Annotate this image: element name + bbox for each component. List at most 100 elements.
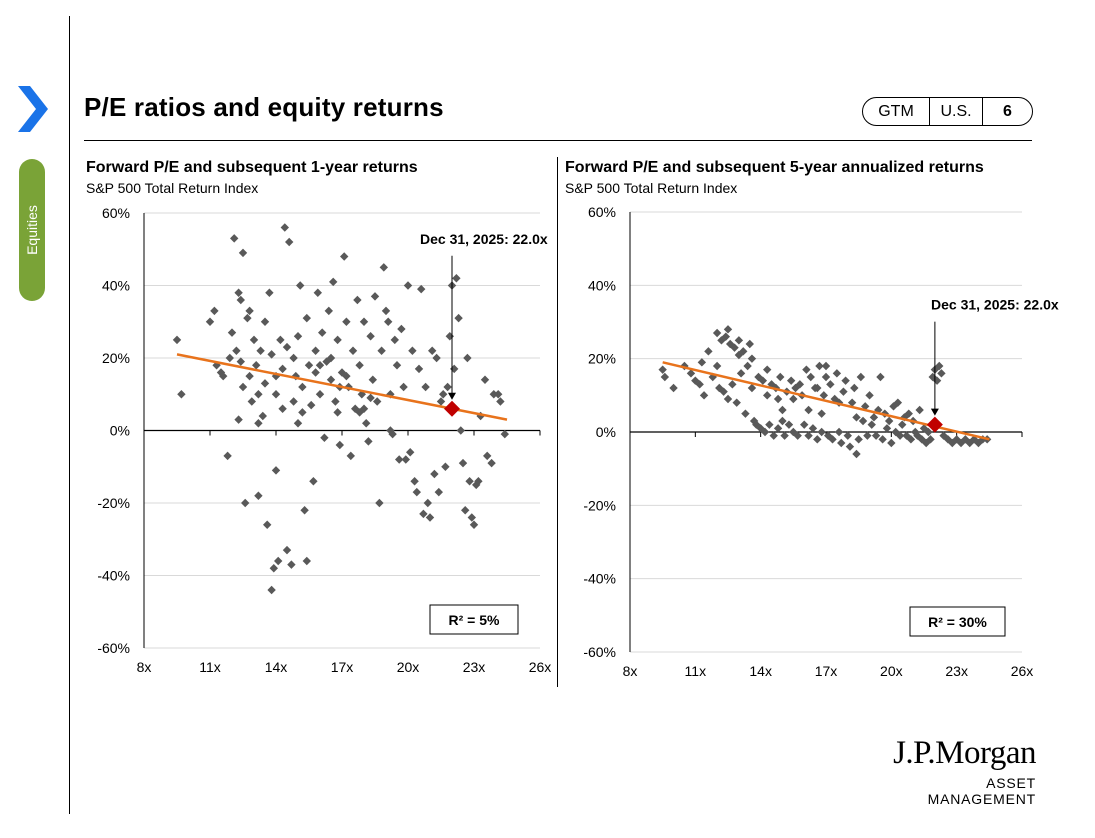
data-point [260, 379, 270, 388]
y-tick-label: 20% [588, 351, 616, 367]
data-point [719, 387, 728, 396]
page-title: P/E ratios and equity returns [84, 92, 444, 122]
r-squared-label: R² = 30% [928, 614, 987, 630]
data-point [778, 405, 787, 415]
data-point [245, 306, 254, 316]
data-point [780, 431, 789, 440]
data-point [906, 435, 916, 444]
chart-1: -60% -40% -20% 0% 20% 40% 60% 8x 11x 14x 17x 20x 23x… [97, 205, 551, 675]
data-point [891, 427, 900, 437]
x-tick-label: 8x [137, 659, 152, 675]
data-point [715, 383, 724, 393]
x-tick-label: 8x [623, 663, 638, 679]
x-tick-label: 17x [331, 659, 354, 675]
badge-page-number: 6 [1003, 102, 1012, 120]
data-point [296, 281, 305, 290]
x-tick-label: 26x [1011, 663, 1034, 679]
data-point [458, 458, 468, 468]
data-point [760, 427, 770, 437]
data-point [410, 477, 419, 486]
data-point [704, 347, 713, 356]
data-point [902, 431, 911, 440]
data-point [236, 357, 245, 366]
data-point [871, 431, 881, 440]
data-point [326, 353, 336, 363]
data-point [483, 451, 492, 461]
data-point [276, 335, 285, 345]
data-point [177, 390, 186, 399]
data-point [302, 556, 311, 566]
data-point [346, 451, 355, 461]
title-divider [84, 140, 1032, 141]
data-point [359, 317, 369, 326]
data-point [425, 513, 435, 522]
arrow-head [448, 392, 456, 400]
data-point [333, 408, 342, 417]
data-point [804, 405, 813, 415]
data-point [172, 335, 182, 345]
data-point [804, 431, 813, 440]
logo-name: J.P.Morgan [893, 735, 1036, 771]
data-point [965, 438, 974, 448]
data-point [254, 390, 263, 399]
data-point [884, 416, 894, 426]
data-point [315, 361, 325, 370]
data-point [293, 419, 303, 428]
section-tab-equities[interactable]: Equities [19, 159, 45, 301]
data-point [915, 405, 924, 415]
data-point [384, 317, 393, 326]
y-tick-label: -20% [97, 495, 130, 511]
data-point [489, 390, 498, 399]
badge-region: U.S. [930, 98, 983, 125]
data-point [307, 400, 316, 410]
data-point [850, 383, 859, 393]
data-point [399, 382, 408, 392]
x-tick-label: 26x [529, 659, 552, 675]
data-point [417, 284, 426, 294]
data-point [461, 506, 470, 515]
data-point [287, 560, 296, 569]
data-point [467, 513, 476, 522]
data-point [699, 391, 709, 400]
data-point [421, 382, 430, 392]
data-point [265, 288, 274, 297]
data-point [256, 346, 265, 355]
data-point [278, 404, 287, 413]
data-point [271, 466, 281, 475]
chart-2-title: Forward P/E and subsequent 5-year annual… [565, 159, 984, 176]
data-point [806, 372, 815, 382]
data-point [428, 346, 437, 355]
data-point [480, 375, 490, 384]
data-point [752, 420, 761, 429]
data-point [205, 317, 215, 326]
data-point [340, 252, 349, 261]
data-point [258, 411, 267, 421]
data-point [309, 477, 318, 486]
data-point [241, 498, 250, 508]
data-point [342, 317, 351, 326]
data-point [254, 491, 263, 500]
x-tick-label: 17x [815, 663, 838, 679]
data-point [304, 361, 314, 370]
chart-1-title: Forward P/E and subsequent 1-year return… [86, 159, 418, 176]
data-point [300, 506, 309, 515]
data-point [765, 420, 774, 429]
data-point [865, 391, 874, 400]
annotation-label: Dec 31, 2025: 22.0x [931, 297, 1059, 313]
data-point [496, 397, 505, 406]
data-point [917, 435, 927, 444]
data-point [223, 451, 232, 461]
data-point [474, 477, 483, 486]
data-point [708, 372, 717, 382]
data-point [386, 426, 395, 435]
data-point [978, 435, 987, 444]
data-point [329, 277, 338, 287]
data-point [847, 398, 857, 407]
data-point [326, 375, 336, 384]
data-point [333, 335, 342, 345]
data-point [895, 431, 905, 440]
highlight-point [926, 416, 943, 433]
data-point [858, 416, 868, 426]
data-point [282, 545, 292, 555]
